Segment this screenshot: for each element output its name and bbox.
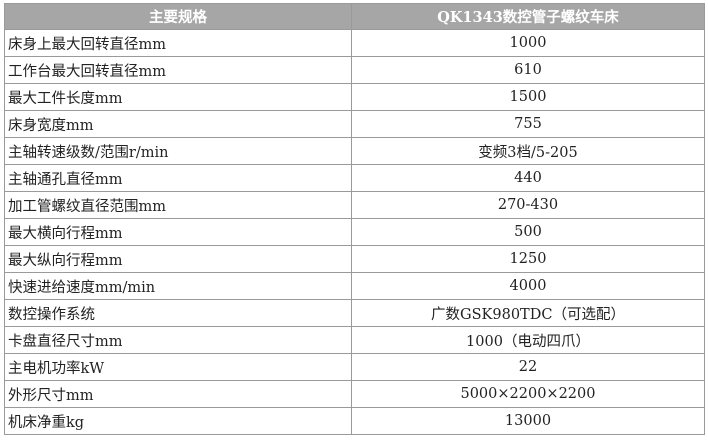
spec-value: 22: [351, 353, 705, 381]
table-row: 加工管螺纹直径范围mm 270-430: [4, 191, 705, 219]
spec-name: 主电机功率kW: [4, 353, 352, 381]
spec-table: 主要规格 QK1343数控管子螺纹车床 床身上最大回转直径mm 1000 工作台最大…: [4, 3, 705, 435]
spec-value: 440: [351, 164, 705, 192]
header-cell: 主要规格: [4, 3, 352, 30]
table-row: 最大纵向行程mm 1250: [4, 245, 705, 273]
header-row: 主要规格 QK1343数控管子螺纹车床: [4, 3, 705, 30]
spec-value: 610: [351, 56, 705, 84]
table-row: 床身宽度mm 755: [4, 110, 705, 138]
table-row: 卡盘直径尺寸mm 1000（电动四爪）: [4, 326, 705, 354]
table-row: 主轴转速级数/范围r/min 变频3档/5-205: [4, 137, 705, 165]
spec-name: 主轴通孔直径mm: [4, 164, 352, 192]
spec-name: 最大纵向行程mm: [4, 245, 352, 273]
spec-name: 工作台最大回转直径mm: [4, 56, 352, 84]
table-row: 数控操作系统 广数GSK980TDC（可选配）: [4, 299, 705, 327]
spec-name: 数控操作系统: [4, 299, 352, 327]
header-cell: QK1343数控管子螺纹车床: [351, 3, 705, 30]
spec-value: 5000×2200×2200: [351, 380, 705, 408]
spec-value: 1500: [351, 83, 705, 111]
spec-name: 外形尺寸mm: [4, 380, 352, 408]
spec-value: 500: [351, 218, 705, 246]
table-body: 床身上最大回转直径mm 1000 工作台最大回转直径mm 610 最大工件长度mm 150…: [4, 29, 705, 435]
spec-value: 13000: [351, 407, 705, 435]
table-row: 主轴通孔直径mm 440: [4, 164, 705, 192]
table-row: 最大横向行程mm 500: [4, 218, 705, 246]
spec-name: 卡盘直径尺寸mm: [4, 326, 352, 354]
spec-value: 1000: [351, 29, 705, 57]
table-header: 主要规格 QK1343数控管子螺纹车床: [4, 3, 705, 30]
spec-value: 4000: [351, 272, 705, 300]
spec-value: 755: [351, 110, 705, 138]
table-row: 机床净重kg 13000: [4, 407, 705, 435]
table-row: 床身上最大回转直径mm 1000: [4, 29, 705, 57]
table-row: 主电机功率kW 22: [4, 353, 705, 381]
table-row: 工作台最大回转直径mm 610: [4, 56, 705, 84]
spec-name: 最大工件长度mm: [4, 83, 352, 111]
spec-value: 1250: [351, 245, 705, 273]
spec-name: 主轴转速级数/范围r/min: [4, 137, 352, 165]
spec-name: 床身宽度mm: [4, 110, 352, 138]
spec-name: 最大横向行程mm: [4, 218, 352, 246]
spec-value: 1000（电动四爪）: [351, 326, 705, 354]
spec-value: 270-430: [351, 191, 705, 219]
spec-name: 快速进给速度mm/min: [4, 272, 352, 300]
table-row: 快速进给速度mm/min 4000: [4, 272, 705, 300]
spec-value: 变频3档/5-205: [351, 137, 705, 165]
spec-name: 机床净重kg: [4, 407, 352, 435]
table-row: 外形尺寸mm 5000×2200×2200: [4, 380, 705, 408]
spec-name: 加工管螺纹直径范围mm: [4, 191, 352, 219]
table-row: 最大工件长度mm 1500: [4, 83, 705, 111]
spec-value: 广数GSK980TDC（可选配）: [351, 299, 705, 327]
spec-name: 床身上最大回转直径mm: [4, 29, 352, 57]
